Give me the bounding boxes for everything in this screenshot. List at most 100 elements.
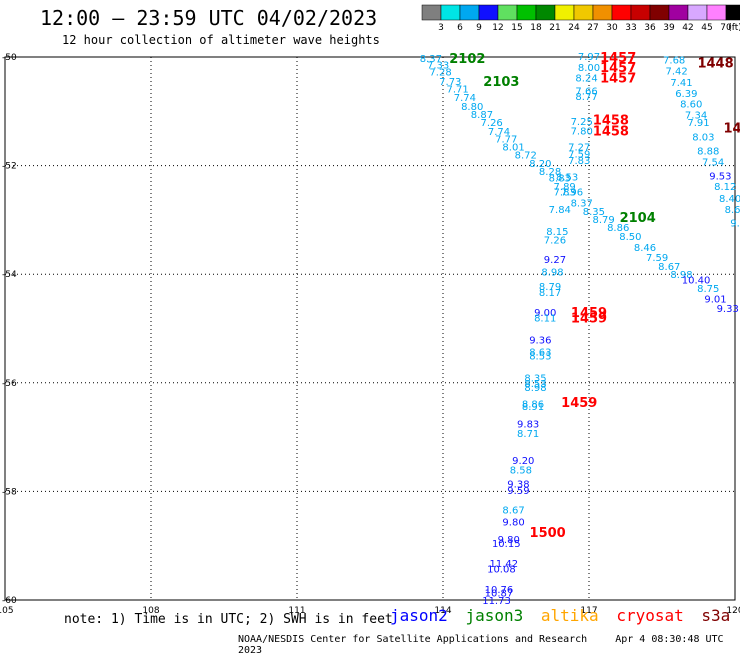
wave-height-label: 8.46 <box>634 243 656 254</box>
colorbar-label: 6 <box>457 23 463 33</box>
footnote: note: 1) Time is in UTC; 2) SWH is in fe… <box>64 612 393 627</box>
wave-height-label: 7.83 <box>554 188 576 199</box>
pass-time-label: 2102 <box>449 52 485 67</box>
wave-height-label: 7.28 <box>429 68 451 79</box>
wave-height-label: 7.97 <box>578 52 600 63</box>
wave-height-label: 8.72 <box>515 151 537 162</box>
wave-height-label: 7.66 <box>575 87 597 98</box>
wave-height-label: 9.59 <box>507 486 529 497</box>
colorbar-swatch <box>421 4 442 21</box>
colorbar-swatch <box>630 4 651 21</box>
wave-height-label: 7.68 <box>663 56 685 67</box>
wave-height-label: 9.20 <box>512 456 534 467</box>
colorbar-label: 18 <box>530 23 542 33</box>
wave-height-label: 9.00 <box>534 308 556 319</box>
colorbar-swatch <box>611 4 632 21</box>
colorbar-label: 30 <box>606 23 618 33</box>
colorbar-label: 15 <box>511 23 522 33</box>
wave-height-label: 7.84 <box>549 205 571 216</box>
wave-height-label: 8.53 <box>524 379 546 390</box>
legend-cryosat: cryosat <box>616 606 684 625</box>
wave-height-label: 7.26 <box>544 235 566 246</box>
colorbar-label: 3 <box>438 23 444 33</box>
wave-height-label: 10.08 <box>487 565 516 576</box>
wave-height-label: 8.75 <box>697 284 719 295</box>
pass-time-label: 1500 <box>530 526 566 541</box>
wave-height-label: 7.59 <box>568 150 590 161</box>
colorbar-swatch <box>706 4 727 21</box>
wave-height-label: 7.96 <box>561 188 583 199</box>
wave-height-label: 10.76 <box>485 585 514 596</box>
wave-height-label: 10.15 <box>492 539 521 550</box>
footer-credit: NOAA/NESDIS Center for Satellite Applica… <box>238 634 588 645</box>
wave-height-label: 8.86 <box>522 399 544 410</box>
colorbar-label: 9 <box>476 23 482 33</box>
wave-height-label: 8.37 <box>571 199 593 210</box>
wave-height-label: 8.98 <box>524 383 546 394</box>
pass-time-label: 1459 <box>561 396 597 411</box>
x-tick-label: 105 <box>0 606 14 616</box>
wave-height-label: 8.98 <box>541 267 563 278</box>
wave-height-label: 7.42 <box>665 67 687 78</box>
x-tick-label: 108 <box>142 606 159 616</box>
wave-height-label: 8.15 <box>546 227 568 238</box>
x-tick-label: 111 <box>288 606 305 616</box>
wave-height-label: 8.86 <box>607 223 629 234</box>
legend-jason3: jason3 <box>465 606 524 625</box>
pass-time-label: 1458 <box>593 124 629 139</box>
y-tick-label: -54 <box>2 270 17 280</box>
wave-height-label: 6.39 <box>675 89 697 100</box>
x-tick-label: 117 <box>580 606 597 616</box>
wave-height-label: 9.33 <box>717 304 739 315</box>
wave-height-label: 8.50 <box>619 232 641 243</box>
wave-height-label: 8.87 <box>471 110 493 121</box>
wave-height-label: 11.42 <box>490 559 519 570</box>
wave-height-label: 9.38 <box>507 479 529 490</box>
wave-height-label: 7.74 <box>488 127 510 138</box>
pass-time-label: 1457 <box>600 61 636 76</box>
wave-height-label: 8.67 <box>502 505 524 516</box>
wave-height-label: 7.83 <box>568 156 590 167</box>
wave-height-label: 7.80 <box>571 126 593 137</box>
pass-time-label: 1448 <box>697 56 733 71</box>
wave-height-label: 8.35 <box>524 373 546 384</box>
y-tick-label: -50 <box>2 53 17 63</box>
wave-height-label: 9.36 <box>529 335 551 346</box>
wave-height-label: 8.53 <box>556 172 578 183</box>
pass-time-label: 1459 <box>571 312 607 327</box>
chart-title: 12:00 — 23:59 UTC 04/02/2023 <box>40 6 378 30</box>
wave-height-label: 8.17 <box>539 288 561 299</box>
wave-height-label: 8.53 <box>529 352 551 363</box>
chart-subtitle: 12 hour collection of altimeter wave hei… <box>62 33 380 47</box>
wave-height-label: 7.27 <box>568 143 590 154</box>
wave-height-label: 8.98 <box>670 270 692 281</box>
wave-height-label: 10.87 <box>485 588 514 599</box>
wave-height-label: 8.35 <box>583 207 605 218</box>
wave-height-label: 8.01 <box>502 143 524 154</box>
colorbar-swatch <box>573 4 594 21</box>
wave-height-label: 8.88 <box>697 146 719 157</box>
colorbar-swatch <box>478 4 499 21</box>
wave-height-label: 9.27 <box>544 255 566 266</box>
wave-height-label: 8.60 <box>680 100 702 111</box>
wave-height-label: 8.77 <box>575 92 597 103</box>
wave-height-label: 8.12 <box>714 182 736 193</box>
wave-height-label: 7.25 <box>571 117 593 128</box>
colorbar-label: 36 <box>644 23 656 33</box>
legend-altika: altika <box>540 606 599 625</box>
pass-time-label: 2104 <box>620 211 656 226</box>
pass-time-label: 1457 <box>600 72 636 87</box>
legend-jason2: jason2 <box>390 606 448 625</box>
wave-height-label: 7.71 <box>446 84 468 95</box>
colorbar-label: 27 <box>587 23 598 33</box>
pass-time-label: 1458 <box>593 113 629 128</box>
wave-height-label: 9.83 <box>517 420 539 431</box>
wave-height-label: 9.53 <box>709 171 731 182</box>
wave-height-label: 9. <box>730 219 740 230</box>
colorbar-unit: (ft) <box>728 23 740 33</box>
wave-height-label: 8.11 <box>534 314 556 325</box>
pass-time-label: 1457 <box>600 51 636 66</box>
satellite-legend: jason2 jason3 altika cryosat s3a <box>390 606 738 625</box>
wave-height-label: 8.71 <box>517 429 539 440</box>
